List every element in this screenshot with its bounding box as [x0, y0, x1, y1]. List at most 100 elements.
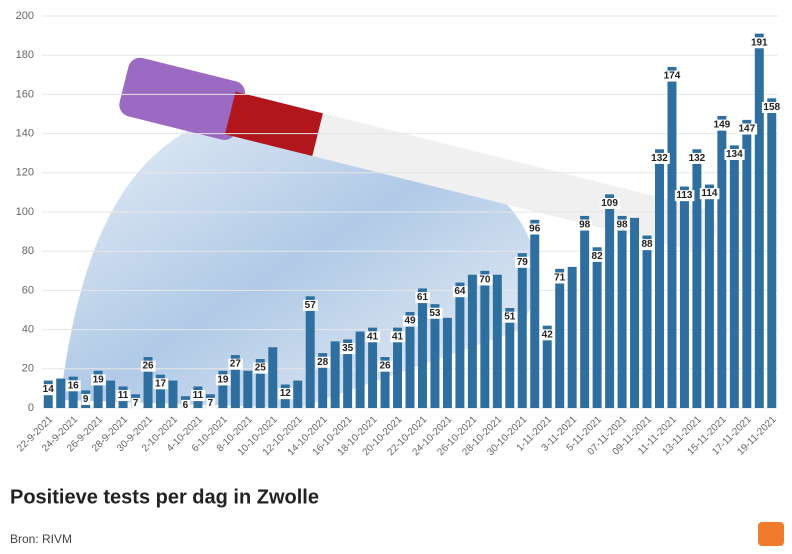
bar [767, 98, 777, 408]
value-label: 35 [342, 343, 354, 354]
bar [56, 378, 66, 408]
value-label-bg [615, 219, 630, 231]
value-label-bg [181, 399, 191, 411]
photo-hand [60, 110, 537, 408]
bar [530, 219, 540, 408]
bar [417, 288, 427, 408]
bar [729, 145, 739, 409]
value-label: 6 [183, 400, 189, 411]
value-label: 82 [592, 251, 604, 262]
bar [754, 33, 764, 408]
value-label-bg [66, 380, 81, 392]
bar [330, 341, 340, 408]
y-tick-label: 140 [16, 128, 34, 140]
bar [430, 304, 440, 408]
value-label: 64 [454, 286, 466, 297]
value-label-bg [552, 272, 568, 284]
value-label: 51 [504, 312, 516, 323]
value-label: 114 [701, 188, 718, 199]
value-label: 57 [305, 300, 317, 311]
value-label-bg [590, 250, 605, 262]
value-label-bg [662, 70, 683, 82]
value-label-bg [191, 390, 206, 402]
bar [405, 311, 415, 408]
source: Bron: RIVM [10, 532, 72, 546]
bar [268, 347, 278, 408]
value-label-bg [712, 119, 733, 131]
bar [93, 370, 103, 408]
value-label-bg [527, 223, 543, 235]
value-label: 88 [641, 239, 653, 250]
value-label: 19 [93, 374, 105, 385]
bar [517, 253, 527, 408]
value-label-bg [91, 374, 106, 386]
value-label: 42 [542, 329, 554, 340]
value-label-bg [390, 331, 406, 343]
y-tick-label: 80 [22, 245, 34, 257]
value-label-bg [599, 198, 620, 210]
bar [218, 370, 228, 408]
value-label: 96 [529, 223, 541, 234]
value-label: 113 [676, 190, 693, 201]
y-tick-label: 160 [16, 88, 34, 100]
bar [592, 247, 602, 408]
value-label: 174 [664, 71, 681, 82]
value-label: 70 [479, 274, 491, 285]
bar [143, 357, 153, 408]
value-label-bg [749, 37, 770, 49]
value-label: 27 [230, 359, 242, 370]
value-label-bg [303, 299, 318, 311]
value-label: 26 [379, 361, 391, 372]
value-label-bg [761, 101, 783, 113]
value-label-bg [206, 397, 216, 409]
value-label: 53 [429, 308, 441, 319]
y-tick-label: 120 [16, 167, 34, 179]
value-label: 19 [217, 374, 229, 385]
value-label-bg [477, 274, 493, 286]
value-label-bg [116, 390, 131, 402]
value-label: 79 [517, 257, 529, 268]
bar [343, 339, 353, 408]
value-label-bg [639, 239, 655, 251]
bar [255, 359, 265, 408]
y-tick-label: 180 [16, 49, 34, 61]
value-label: 71 [554, 272, 566, 283]
y-tick-label: 100 [16, 206, 34, 218]
value-label-bg [427, 307, 443, 319]
bar [630, 217, 640, 408]
value-label-bg [674, 190, 695, 202]
value-label: 11 [118, 390, 129, 401]
bar [380, 357, 390, 408]
bar [704, 184, 714, 408]
value-label: 12 [280, 388, 292, 399]
value-label-bg [81, 394, 91, 406]
bar [717, 115, 727, 409]
bar [555, 268, 565, 408]
bar [368, 327, 378, 408]
value-label: 41 [367, 331, 379, 342]
value-label-bg [687, 152, 708, 164]
value-label-bg [41, 384, 56, 396]
bar [492, 274, 502, 408]
value-label-bg [452, 286, 468, 298]
bar [305, 296, 315, 408]
value-label-bg [340, 343, 356, 355]
value-label-bg [724, 149, 745, 161]
bar [679, 186, 689, 408]
bar [243, 370, 253, 408]
value-label-bg [502, 311, 518, 323]
chart-title: Positieve tests per dag in Zwolle [10, 486, 319, 508]
value-label: 17 [155, 378, 167, 389]
value-label-bg [140, 360, 156, 372]
bar [156, 374, 165, 408]
bar [567, 266, 577, 408]
bar [605, 194, 615, 408]
value-label: 109 [601, 198, 618, 209]
bar [318, 353, 328, 408]
bar [480, 270, 490, 408]
bar [542, 325, 552, 408]
y-tick-label: 60 [22, 284, 34, 296]
value-label: 16 [68, 380, 80, 391]
value-label-bg [253, 362, 268, 374]
